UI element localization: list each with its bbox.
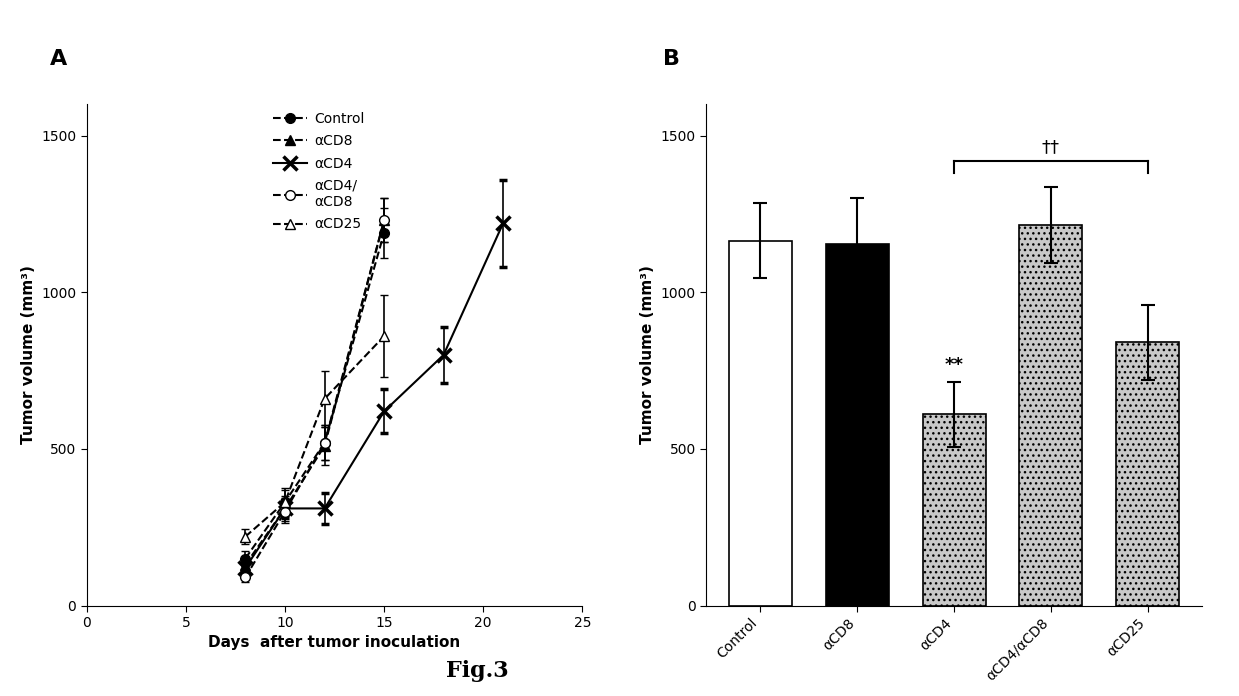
Text: ††: †† xyxy=(1042,138,1059,156)
Y-axis label: Tumor volume (mm³): Tumor volume (mm³) xyxy=(641,265,655,445)
Y-axis label: Tumor volume (mm³): Tumor volume (mm³) xyxy=(21,265,36,445)
Bar xyxy=(1020,225,1083,606)
Legend: Control, αCD8, αCD4, αCD4/
αCD8, αCD25: Control, αCD8, αCD4, αCD4/ αCD8, αCD25 xyxy=(268,106,370,237)
Text: Fig.3: Fig.3 xyxy=(446,660,508,682)
Text: **: ** xyxy=(944,356,964,374)
Text: A: A xyxy=(50,49,67,69)
X-axis label: Days  after tumor inoculation: Days after tumor inoculation xyxy=(208,635,461,651)
Bar xyxy=(1116,342,1180,606)
Text: B: B xyxy=(663,49,680,69)
Bar xyxy=(825,244,888,606)
Bar xyxy=(923,414,985,606)
Bar xyxy=(729,241,792,606)
